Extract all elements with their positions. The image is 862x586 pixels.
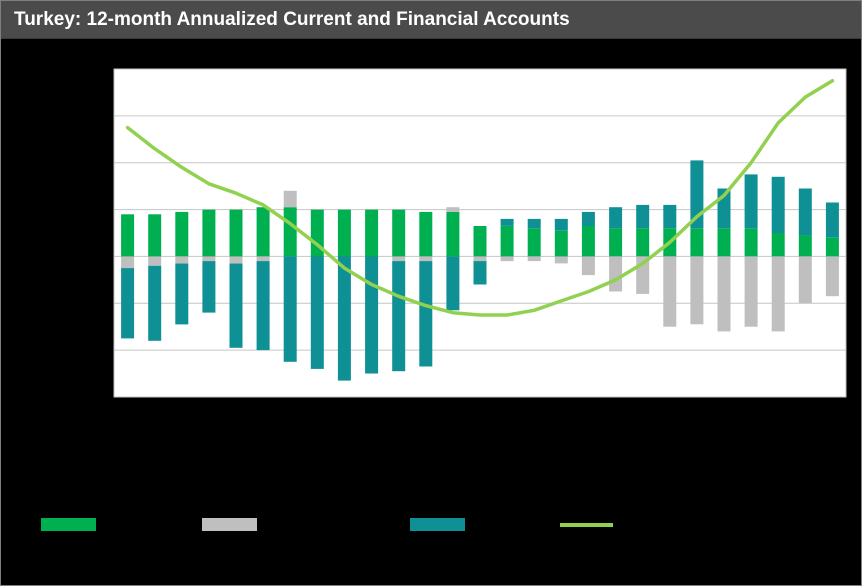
green-bars-segment bbox=[473, 226, 487, 257]
teal-bars-segment bbox=[771, 176, 785, 233]
teal-bars-segment bbox=[527, 218, 541, 229]
gray-bars-segment bbox=[500, 256, 514, 262]
green-bars-segment bbox=[825, 237, 839, 257]
gray-bars-segment bbox=[744, 256, 758, 327]
green-bars-segment bbox=[337, 209, 351, 257]
green-bars-segment bbox=[148, 214, 162, 257]
gray-bars-segment bbox=[581, 256, 595, 276]
teal-bars-segment bbox=[256, 261, 270, 351]
green-bars-segment bbox=[175, 211, 189, 257]
gray-bars-segment bbox=[121, 256, 135, 269]
gray-bars-segment bbox=[256, 256, 270, 262]
chart-title: Turkey: 12-month Annualized Current and … bbox=[14, 9, 570, 30]
gray-bars-segment bbox=[175, 256, 189, 264]
teal-bars-segment bbox=[337, 256, 351, 381]
gray-bars-segment bbox=[527, 256, 541, 262]
gray-bars-segment bbox=[202, 256, 216, 262]
teal-bars-segment bbox=[148, 265, 162, 341]
gray-bars-segment bbox=[825, 256, 839, 297]
gray-bars-segment bbox=[663, 256, 677, 327]
gray-bars-segment bbox=[717, 256, 731, 332]
green-bars-segment bbox=[202, 209, 216, 257]
green-bars-segment bbox=[554, 230, 568, 257]
teal-bars-segment bbox=[609, 207, 623, 229]
teal-bars-segment bbox=[500, 218, 514, 226]
gray-bars-segment bbox=[771, 256, 785, 332]
teal-bars-segment bbox=[283, 256, 297, 362]
teal-bars-segment bbox=[663, 204, 677, 229]
teal-bars-segment bbox=[554, 218, 568, 231]
green-bars-segment bbox=[365, 209, 379, 257]
teal-bars-segment bbox=[365, 256, 379, 374]
green-bars-segment bbox=[419, 211, 433, 257]
teal-bars-segment bbox=[175, 263, 189, 325]
teal-bars-segment bbox=[581, 211, 595, 226]
gray-bars-segment bbox=[283, 190, 297, 208]
green-bars-segment bbox=[121, 214, 135, 257]
green-bars-segment bbox=[798, 235, 812, 257]
teal-bars-segment bbox=[798, 188, 812, 236]
green-bars-segment bbox=[256, 207, 270, 257]
gray-bars-segment bbox=[473, 256, 487, 262]
green-bars-segment bbox=[283, 207, 297, 257]
teal-bars-segment bbox=[392, 261, 406, 372]
teal-bars-segment bbox=[825, 202, 839, 238]
teal-bars-segment bbox=[446, 256, 460, 311]
teal-bars-segment bbox=[202, 261, 216, 313]
green-bars-segment bbox=[690, 228, 704, 257]
teal-bars-segment bbox=[473, 261, 487, 285]
green-bars-segment bbox=[310, 209, 324, 257]
green-bars-segment bbox=[636, 228, 650, 257]
green-bars-segment bbox=[500, 226, 514, 257]
teal-bars-segment bbox=[229, 263, 243, 348]
green-bars-segment bbox=[581, 226, 595, 257]
green-bars-segment bbox=[446, 211, 460, 257]
green-bars-segment bbox=[717, 228, 731, 257]
green-bars-segment bbox=[392, 209, 406, 257]
line-series bbox=[125, 78, 835, 317]
chart-title-bar: Turkey: 12-month Annualized Current and … bbox=[1, 1, 861, 39]
gray-bars-segment bbox=[419, 256, 433, 262]
gray-bars-segment bbox=[798, 256, 812, 304]
gray-bars-segment bbox=[609, 256, 623, 292]
teal-bars-segment bbox=[744, 174, 758, 229]
green-bars-segment bbox=[527, 228, 541, 257]
teal-bars-segment bbox=[690, 160, 704, 229]
gray-bars-segment bbox=[446, 207, 460, 212]
green-bars-segment bbox=[229, 209, 243, 257]
teal-bars-segment bbox=[419, 261, 433, 367]
teal-bars-segment bbox=[310, 256, 324, 369]
gray-bars-segment bbox=[229, 256, 243, 264]
teal-bars-segment bbox=[121, 268, 135, 339]
gray-bars-segment bbox=[554, 256, 568, 264]
teal-bars-segment bbox=[636, 204, 650, 229]
gray-bars-segment bbox=[148, 256, 162, 266]
green-bars-segment bbox=[609, 228, 623, 257]
green-bars-segment bbox=[771, 233, 785, 257]
gray-bars-segment bbox=[392, 256, 406, 262]
gray-bars-segment bbox=[690, 256, 704, 325]
green-bars-segment bbox=[744, 228, 758, 257]
